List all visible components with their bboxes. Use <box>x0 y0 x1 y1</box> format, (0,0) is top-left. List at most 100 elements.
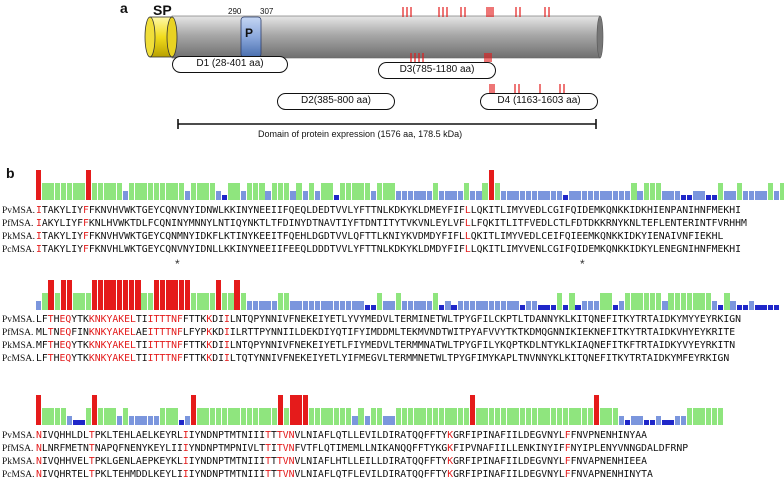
seq-pc-1: ITAKYLIYFFKNVHLWKTGEYCQNVNYIDNLLKKINYNEE… <box>36 244 741 255</box>
variant-ticks-d3 <box>410 53 492 62</box>
conservation-bar <box>253 183 259 200</box>
conservation-bar <box>191 293 197 310</box>
conservation-bar <box>662 420 668 425</box>
conservation-bar <box>284 408 290 425</box>
conservation-bar <box>122 191 129 200</box>
conservation-bar <box>532 301 538 310</box>
seq-pv-3: NIVQHHLDLTPKLTEHLAELKEYRLIIYNDNPTMTNIIIT… <box>36 430 647 441</box>
seq-name-pc-2: PcMSA. <box>2 354 35 364</box>
conservation-track-3 <box>36 395 780 425</box>
conservation-bar <box>488 301 494 310</box>
seq-name-pv-2: PvMSA. <box>2 315 35 325</box>
conservation-bar <box>197 408 203 425</box>
conservation-bar <box>296 395 302 425</box>
conservation-bar <box>457 191 463 200</box>
conservation-bar <box>432 293 439 310</box>
conservation-bar <box>439 191 445 200</box>
conservation-bar <box>736 305 742 310</box>
conservation-bar <box>674 293 680 310</box>
conservation-bar <box>178 420 184 425</box>
conservation-bar <box>649 183 656 200</box>
seq-name-pc-1: PcMSA. <box>2 245 35 255</box>
conservation-bar <box>333 301 339 310</box>
asterisk-marker: * <box>175 257 180 271</box>
conservation-bar <box>606 191 612 200</box>
conservation-bar <box>147 183 153 200</box>
conservation-bar <box>587 301 594 310</box>
conservation-bar <box>147 416 153 425</box>
conservation-bar <box>699 191 705 200</box>
conservation-bar <box>98 280 104 310</box>
conservation-bar <box>426 191 432 200</box>
conservation-bar <box>209 408 215 425</box>
conservation-bar <box>618 301 625 310</box>
conservation-bar <box>79 420 85 425</box>
conservation-bar <box>172 408 178 425</box>
conservation-bar <box>352 301 358 310</box>
conservation-bar <box>141 293 147 310</box>
conservation-bar <box>364 183 370 200</box>
conservation-bar <box>507 191 513 200</box>
conservation-bar <box>48 183 54 200</box>
conservation-bar <box>525 191 532 200</box>
conservation-bar <box>85 408 91 425</box>
conservation-bar <box>711 195 718 200</box>
conservation-bar <box>463 301 470 310</box>
conservation-bar <box>687 195 693 200</box>
conservation-bar <box>259 301 265 310</box>
conservation-bar <box>724 191 730 200</box>
conservation-bar <box>736 183 742 200</box>
conservation-bar <box>110 408 116 425</box>
conservation-bar <box>761 191 767 200</box>
conservation-bar <box>383 183 389 200</box>
conservation-bar <box>339 183 346 200</box>
expression-label: Domain of protein expression (1576 aa, 1… <box>258 129 463 139</box>
conservation-bar <box>718 305 724 310</box>
conservation-bar <box>451 408 457 425</box>
conservation-bar <box>501 191 507 200</box>
conservation-bar <box>544 408 550 425</box>
conservation-bar <box>67 280 73 310</box>
conservation-bar <box>339 301 346 310</box>
conservation-bar <box>141 183 147 200</box>
conservation-bar <box>730 301 736 310</box>
conservation-bar <box>228 183 234 200</box>
conservation-bar <box>476 191 482 200</box>
conservation-bar <box>414 301 420 310</box>
conservation-bar <box>600 293 606 310</box>
conservation-bar <box>519 408 525 425</box>
seq-pc-2: LFTHEQYTKKNKYAKELTIITTTNFFTTKKDIILTQTYNN… <box>36 353 730 364</box>
conservation-bar <box>284 293 290 310</box>
conservation-track-2 <box>36 280 780 310</box>
conservation-bar <box>755 305 761 310</box>
conservation-bar <box>73 293 79 310</box>
conservation-bar <box>308 301 315 310</box>
conservation-bar <box>135 280 141 310</box>
conservation-bar <box>172 183 178 200</box>
asterisk-marker: * <box>580 257 585 271</box>
conservation-bar <box>346 301 352 310</box>
conservation-bar <box>426 408 432 425</box>
conservation-bar <box>494 301 501 310</box>
conservation-bar <box>420 408 426 425</box>
conservation-bar <box>414 408 420 425</box>
conservation-bar <box>265 191 271 200</box>
conservation-bar <box>538 305 544 310</box>
conservation-bar <box>364 305 370 310</box>
conservation-bar <box>439 408 445 425</box>
conservation-bar <box>594 191 600 200</box>
conservation-bar <box>625 191 631 200</box>
conservation-bar <box>519 305 525 310</box>
conservation-bar <box>302 301 308 310</box>
conservation-bar <box>377 183 383 200</box>
conservation-bar <box>191 395 197 425</box>
conservation-bar <box>215 280 222 310</box>
conservation-bar <box>501 408 507 425</box>
seq-pf-2: MLTNEQFINKNKYAKELAEITTTNFLFYPKKDIILRTTPY… <box>36 327 736 338</box>
conservation-bar <box>48 280 54 310</box>
conservation-bar <box>594 301 600 310</box>
p-label: P <box>245 26 254 40</box>
conservation-bar <box>569 293 575 310</box>
conservation-bar <box>67 416 73 425</box>
conservation-bar <box>209 183 215 200</box>
